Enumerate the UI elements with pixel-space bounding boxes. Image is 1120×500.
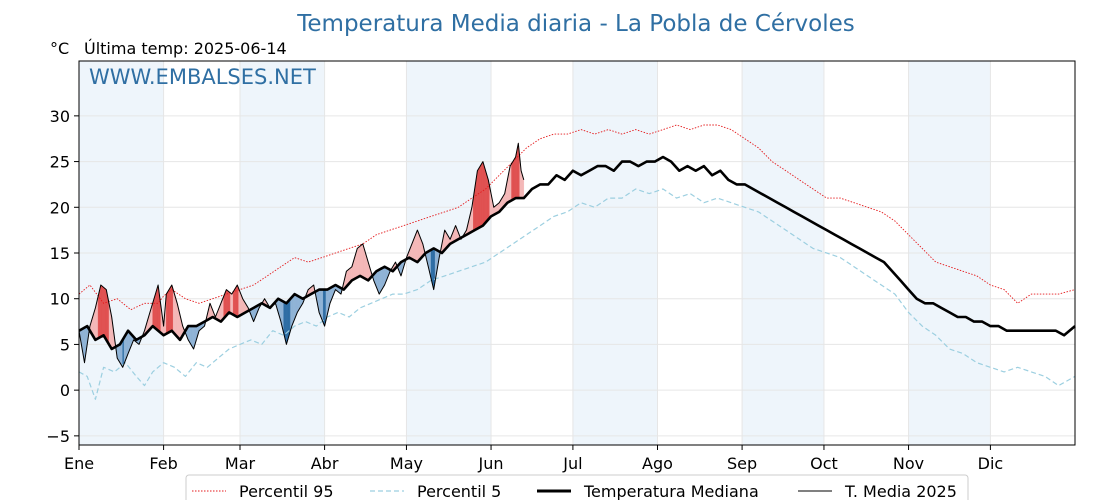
anomaly-fill-above — [230, 292, 233, 315]
anomaly-fill-above — [227, 290, 230, 315]
anomaly-fill-above — [509, 163, 512, 202]
anomaly-fill-above — [482, 161, 485, 227]
anomaly-fill-below — [286, 301, 288, 345]
anomaly-fill-above — [514, 156, 516, 200]
x-tick-label-ago: Ago — [642, 454, 673, 473]
x-tick-label-abr: Abr — [311, 454, 339, 473]
x-tick-label-jul: Jul — [562, 454, 582, 473]
y-tick-label: 0 — [60, 381, 70, 400]
x-tick-label-feb: Feb — [149, 454, 177, 473]
y-tick-label: 20 — [50, 198, 70, 217]
anomaly-fill-above — [156, 284, 159, 332]
anomaly-fill-above — [235, 284, 238, 318]
x-tick-label-ene: Ene — [64, 454, 94, 473]
anomaly-fill-above — [168, 286, 171, 333]
anomaly-fill-above — [358, 245, 361, 277]
y-tick-label: −5 — [46, 427, 70, 446]
anomaly-fill-above — [479, 163, 482, 228]
anomaly-fill-above — [415, 230, 418, 263]
x-tick-label-oct: Oct — [810, 454, 838, 473]
anomaly-fill-above — [104, 288, 107, 341]
anomaly-fill-above — [357, 246, 359, 278]
y-axis: −5 0 5 10 15 20 25 30 — [46, 107, 79, 446]
y-tick-label: 30 — [50, 107, 70, 126]
legend-label-p5: Percentil 5 — [417, 482, 501, 500]
anomaly-fill-below — [320, 289, 323, 320]
anomaly-fill-above — [231, 291, 234, 316]
series-line-median — [78, 155, 1076, 351]
series-line-p5 — [78, 188, 1076, 400]
legend: Percentil 95 Percentil 5 Temperatura Med… — [185, 474, 969, 500]
anomaly-fill-below — [287, 299, 290, 340]
grid-lines — [78, 61, 1075, 445]
anomaly-fill-below — [380, 267, 383, 293]
anomaly-fill-below — [381, 267, 384, 291]
anomaly-fill-above — [99, 284, 102, 338]
series-lines — [78, 124, 1076, 400]
watermark: WWW.EMBALSES.NET — [89, 65, 316, 89]
anomaly-fill-above — [486, 175, 489, 222]
x-axis: Ene Feb Mar Abr May Jun Jul Ago Sep Oct Nov Dic — [64, 445, 1003, 473]
anomaly-fill-above — [485, 170, 488, 224]
anomaly-fill-above — [103, 286, 106, 339]
anomaly-fill-above — [172, 289, 175, 335]
y-tick-label: 10 — [50, 290, 70, 309]
x-tick-label-may: May — [390, 454, 423, 473]
x-tick-label-jun: Jun — [478, 454, 504, 473]
anomaly-fill-above — [512, 158, 515, 201]
x-tick-label-nov: Nov — [893, 454, 924, 473]
chart-title: Temperatura Media diaria - La Pobla de C… — [296, 11, 854, 37]
series-line-current — [78, 142, 525, 368]
anomaly-fill-below — [321, 289, 324, 323]
anomaly-fill-above — [481, 160, 484, 227]
anomaly-fill-above — [171, 284, 174, 333]
anomaly-fill-above — [477, 167, 479, 229]
anomaly-fill-below — [190, 325, 193, 348]
y-tick-label: 15 — [50, 244, 70, 263]
last-temp-label: Última temp: 2025-06-14 — [84, 39, 287, 58]
anomaly-fill-above — [167, 288, 170, 334]
anomaly-fill-above — [359, 244, 362, 277]
x-tick-label-dic: Dic — [978, 454, 1004, 473]
unit-label: °C — [50, 39, 69, 58]
legend-label-current: T. Media 2025 — [844, 482, 957, 500]
anomaly-fill-below — [122, 336, 125, 368]
anomaly-fill-above — [100, 284, 103, 338]
anomaly-fill-above — [484, 166, 486, 225]
anomaly-fill-below — [192, 325, 194, 350]
y-tick-label: 25 — [50, 153, 70, 172]
legend-label-p95: Percentil 95 — [239, 482, 334, 500]
legend-label-median: Temperatura Mediana — [583, 482, 759, 500]
anomaly-fill-below — [378, 268, 381, 295]
anomaly-fill-above — [232, 288, 235, 316]
anomaly-fill-above — [155, 289, 157, 330]
anomaly-fill-above — [478, 165, 481, 229]
x-tick-label-mar: Mar — [225, 454, 256, 473]
series-line-p95 — [78, 124, 1076, 311]
anomaly-fill-below — [291, 295, 294, 327]
x-tick-label-sep: Sep — [727, 454, 757, 473]
anomaly-fill-above — [361, 243, 363, 278]
y-tick-label: 5 — [60, 335, 70, 354]
legend-box — [185, 474, 969, 500]
anomaly-fill-above — [417, 230, 419, 263]
anomaly-fill-above — [511, 160, 514, 201]
anomaly-fill-above — [174, 294, 177, 336]
anomaly-fill-above — [101, 285, 104, 337]
anomaly-fill-above — [170, 284, 172, 332]
anomaly-fill-above — [228, 291, 231, 314]
anomaly-fill-above — [166, 291, 168, 335]
anomaly-fill-above — [234, 286, 237, 317]
